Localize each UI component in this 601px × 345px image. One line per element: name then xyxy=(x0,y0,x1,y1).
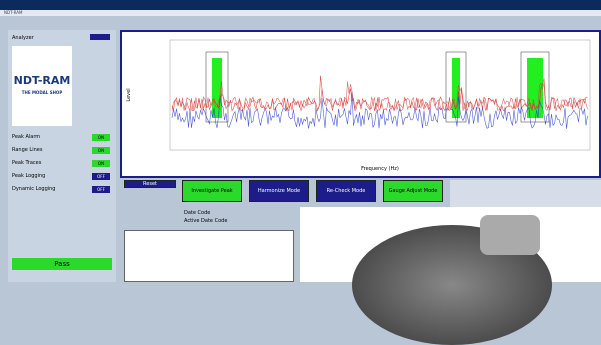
analyzer-label: Analyzer xyxy=(12,35,34,41)
caliper xyxy=(480,215,540,255)
mode-button[interactable]: Re-Check Mode xyxy=(316,180,376,202)
toggle-label: Range Lines xyxy=(12,147,42,153)
menu-bar: NDT-RAM xyxy=(0,10,601,16)
x-axis-label: Frequency (Hz) xyxy=(361,166,399,172)
active-date-code-label: Active Date Code xyxy=(184,218,227,224)
toggle-label: Peak Traces xyxy=(12,160,41,166)
analyzer-box[interactable] xyxy=(90,34,110,40)
date-code-label: Date Code xyxy=(184,210,210,216)
mode-button[interactable]: Harmonize Mode xyxy=(249,180,309,202)
app: NDT-RAM Analyzer NDT-RAM THE MODAL SHOP … xyxy=(0,0,601,282)
button-row: Investigate Peak Harmonize Mode Re-Check M… xyxy=(182,180,442,204)
logo: NDT-RAM THE MODAL SHOP xyxy=(12,46,72,126)
peak-band xyxy=(212,58,222,118)
stats-panel xyxy=(450,180,601,208)
peak-band xyxy=(452,58,460,118)
mode-button[interactable]: Gauge Adjust Mode xyxy=(383,180,443,202)
logo-title: NDT-RAM xyxy=(12,74,72,87)
toggle-state[interactable]: ON xyxy=(92,147,110,154)
title-bar xyxy=(0,0,601,10)
toggle-state[interactable]: ON xyxy=(92,134,110,141)
result: Pass xyxy=(12,258,112,270)
toggle-state[interactable]: OFF xyxy=(92,186,110,193)
toggle-label: Peak Alarm xyxy=(12,134,40,140)
mode-button[interactable]: Investigate Peak xyxy=(182,180,242,202)
toggle-state[interactable]: ON xyxy=(92,160,110,167)
table-panel xyxy=(124,230,294,282)
sidebar: Analyzer NDT-RAM THE MODAL SHOP Peak Ala… xyxy=(8,30,116,282)
chart-panel: Frequency (Hz) Level xyxy=(120,30,601,178)
reset-button[interactable]: Reset xyxy=(124,180,176,188)
toggles: Peak Alarm ON Range Lines ON Peak Traces ON Pe… xyxy=(12,134,112,202)
toggle-label: Dynamic Logging xyxy=(12,186,55,192)
y-axis-label: Level xyxy=(126,88,132,101)
toggle-label: Peak Logging xyxy=(12,173,45,179)
chart: Frequency (Hz) Level xyxy=(122,32,599,176)
product-photo xyxy=(300,207,601,282)
toggle-state[interactable]: OFF xyxy=(92,173,110,180)
logo-sub: THE MODAL SHOP xyxy=(12,90,72,95)
